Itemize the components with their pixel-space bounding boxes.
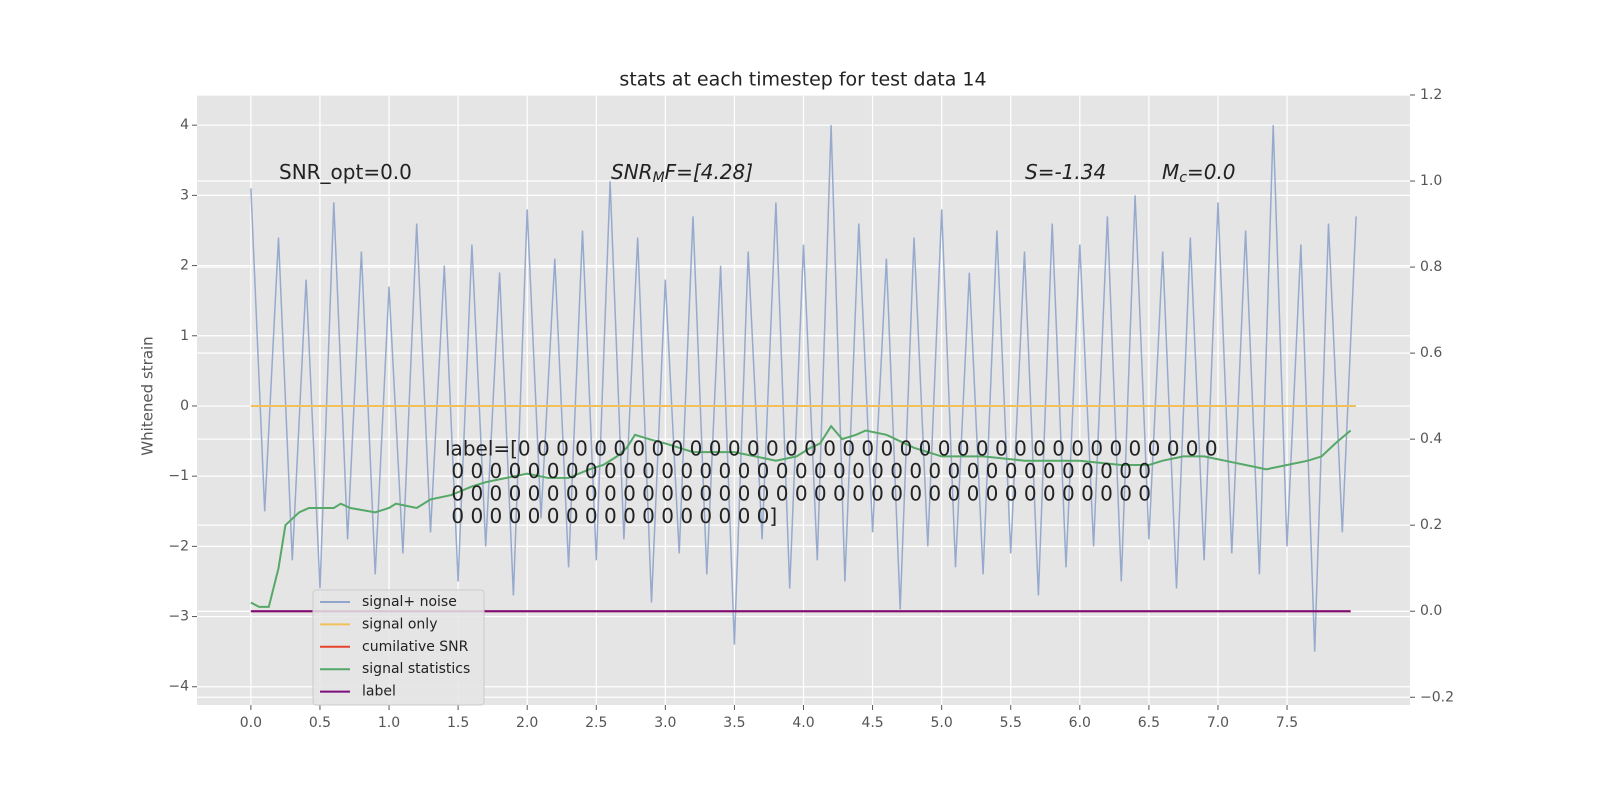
y2-tick-label: 1.0 xyxy=(1420,173,1442,189)
label-text: 0 0 0 0 0 0 0 0 0 0 0 0 0 0 0 0 0 0 0 0 … xyxy=(445,459,1151,483)
x-tick-label: 7.5 xyxy=(1276,715,1298,731)
annotation-sub: M xyxy=(653,170,665,186)
annotation: SNRMF=[4.28] xyxy=(611,160,753,187)
y2-tick-label: 0.4 xyxy=(1420,431,1442,447)
legend-label: label xyxy=(362,684,396,700)
x-tick-label: 6.0 xyxy=(1069,715,1091,731)
y-tick-label: 0 xyxy=(180,398,189,414)
legend-label: cumilative SNR xyxy=(362,639,469,655)
y2-tick-label: 0.8 xyxy=(1420,259,1442,275)
annotation-main: SNR_opt=0.0 xyxy=(279,160,412,184)
y-tick-label: −2 xyxy=(168,538,189,554)
y2-tick-label: 0.0 xyxy=(1420,603,1442,619)
y-tick-label: −1 xyxy=(168,468,189,484)
y-tick-label: −4 xyxy=(168,679,189,695)
chart-title: stats at each timestep for test data 14 xyxy=(619,69,986,91)
annotation-rest: =-1.34 xyxy=(1038,160,1107,184)
x-tick-label: 6.5 xyxy=(1138,715,1160,731)
annotation-sub: c xyxy=(1179,170,1187,186)
x-tick-label: 7.0 xyxy=(1207,715,1229,731)
x-tick-label: 1.0 xyxy=(378,715,400,731)
x-tick-label: 3.5 xyxy=(723,715,745,731)
x-tick-label: 5.0 xyxy=(931,715,953,731)
series-line xyxy=(250,125,1357,652)
x-tick-label: 1.5 xyxy=(447,715,469,731)
series-line xyxy=(250,424,1352,608)
x-tick-label: 4.5 xyxy=(861,715,883,731)
y-tick-label: −3 xyxy=(168,609,189,625)
y2-tick-label: 0.2 xyxy=(1420,517,1442,533)
x-tick-label: 2.0 xyxy=(516,715,538,731)
label-text: label=[0 0 0 0 0 0 0 0 0 0 0 0 0 0 0 0 0… xyxy=(445,437,1218,461)
annotation-main: SNR xyxy=(611,160,653,184)
annotation-rest: =0.0 xyxy=(1187,160,1236,184)
annotation: SNR_opt=0.0 xyxy=(279,160,412,184)
y-tick-label: 3 xyxy=(180,187,189,203)
y-tick-label: 4 xyxy=(180,117,189,133)
label-text: 0 0 0 0 0 0 0 0 0 0 0 0 0 0 0 0 0] xyxy=(445,504,777,528)
y-axis-label: Whitened strain xyxy=(139,336,157,455)
legend-label: signal only xyxy=(362,616,437,632)
y2-tick-label: −0.2 xyxy=(1420,689,1454,705)
y-tick-label: 1 xyxy=(180,328,189,344)
annotation: S=-1.34 xyxy=(1025,160,1106,184)
x-tick-label: 3.0 xyxy=(654,715,676,731)
annotation: Mc=0.0 xyxy=(1162,160,1236,187)
x-tick-label: 4.0 xyxy=(792,715,814,731)
y-tick-label: 2 xyxy=(180,258,189,274)
y2-tick-label: 1.2 xyxy=(1420,87,1442,103)
x-tick-label: 0.0 xyxy=(240,715,262,731)
annotation-main: M xyxy=(1162,160,1179,184)
annotation-rest: F=[4.28] xyxy=(665,160,753,184)
y2-tick-label: 0.6 xyxy=(1420,345,1442,361)
x-tick-label: 2.5 xyxy=(585,715,607,731)
x-tick-label: 0.5 xyxy=(309,715,331,731)
legend-box xyxy=(312,589,485,706)
label-text: 0 0 0 0 0 0 0 0 0 0 0 0 0 0 0 0 0 0 0 0 … xyxy=(445,482,1151,506)
legend-label: signal statistics xyxy=(362,661,470,677)
annotation-main: S xyxy=(1025,160,1038,184)
legend-label: signal+ noise xyxy=(362,594,457,610)
x-tick-label: 5.5 xyxy=(1000,715,1022,731)
